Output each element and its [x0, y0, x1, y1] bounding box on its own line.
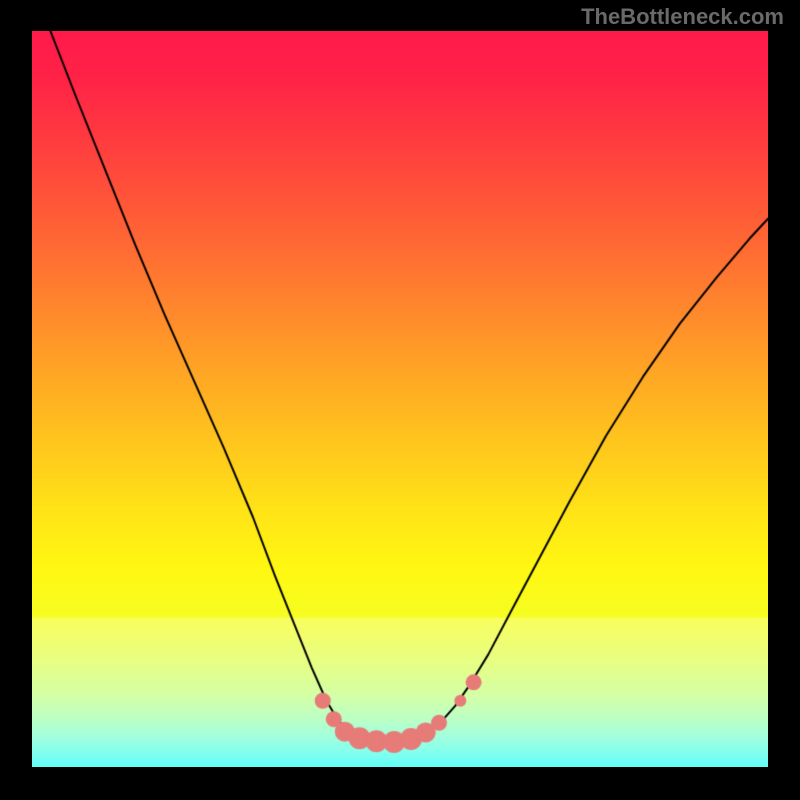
chart-plot-area — [32, 31, 768, 767]
watermark-text: TheBottleneck.com — [581, 4, 784, 30]
chart-curve-layer — [32, 31, 768, 767]
